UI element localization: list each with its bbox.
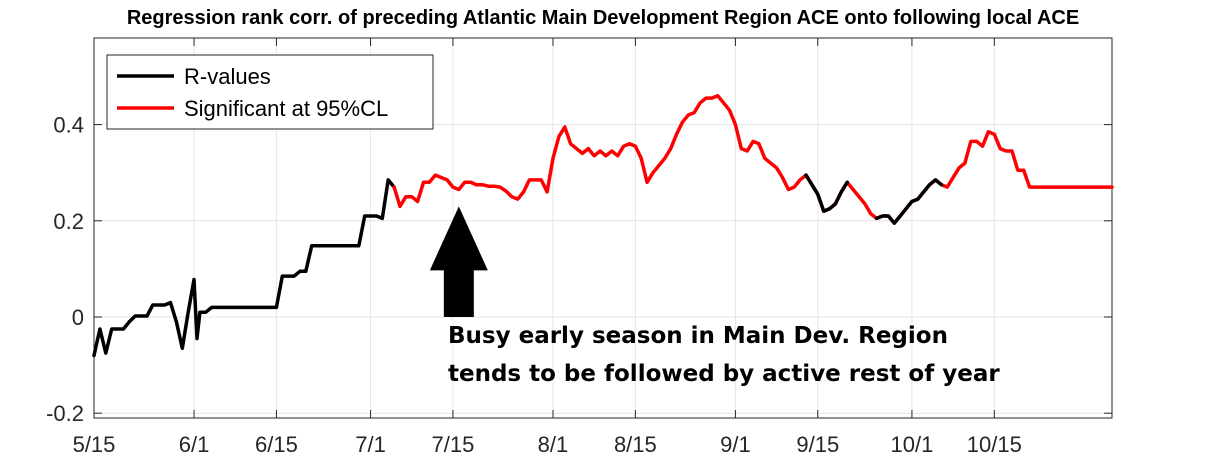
x-tick-label: 8/1 bbox=[538, 432, 569, 457]
y-tick-label: 0.4 bbox=[53, 113, 84, 138]
x-tick-label: 7/15 bbox=[432, 432, 475, 457]
x-tick-label: 9/15 bbox=[796, 432, 839, 457]
x-tick-label: 7/1 bbox=[355, 432, 386, 457]
y-tick-label: 0 bbox=[72, 305, 84, 330]
axes: 5/15 6/1 6/15 7/1 7/15 8/1 8/15 9/1 9/15 10/1 10/1… bbox=[46, 37, 1113, 457]
chart-title: Regression rank corr. of preceding Atlan… bbox=[127, 7, 1079, 29]
series-nonsignificant-segment bbox=[804, 173, 849, 213]
series-r-values-line bbox=[92, 178, 396, 358]
y-tick-label: 0.2 bbox=[53, 209, 84, 234]
legend: R-values Significant at 95%CL bbox=[106, 54, 434, 130]
x-tick-label: 6/15 bbox=[255, 432, 298, 457]
x-tick-label: 10/1 bbox=[891, 432, 934, 457]
x-tick-label: 9/1 bbox=[720, 432, 751, 457]
y-tick-label: -0.2 bbox=[46, 401, 84, 426]
legend-label: R-values bbox=[184, 64, 271, 89]
annotation-text: tends to be followed by active rest of y… bbox=[448, 361, 1000, 387]
arrow-up-icon bbox=[429, 206, 488, 317]
legend-label: Significant at 95%CL bbox=[184, 96, 388, 121]
annotation-text: Busy early season in Main Dev. Region bbox=[448, 323, 948, 349]
series-nonsignificant-segment bbox=[874, 178, 944, 225]
plot-frame bbox=[93, 37, 1113, 419]
x-tick-label: 10/15 bbox=[967, 432, 1022, 457]
annotation: Busy early season in Main Dev. Region ten… bbox=[429, 206, 1000, 387]
plot-series bbox=[92, 93, 1114, 358]
x-tick-label: 5/15 bbox=[73, 432, 116, 457]
x-tick-label: 6/1 bbox=[179, 432, 210, 457]
series-significant-line bbox=[392, 93, 1114, 225]
x-tick-label: 8/15 bbox=[614, 432, 657, 457]
legend-box bbox=[106, 54, 434, 130]
grid-lines bbox=[93, 38, 1112, 418]
